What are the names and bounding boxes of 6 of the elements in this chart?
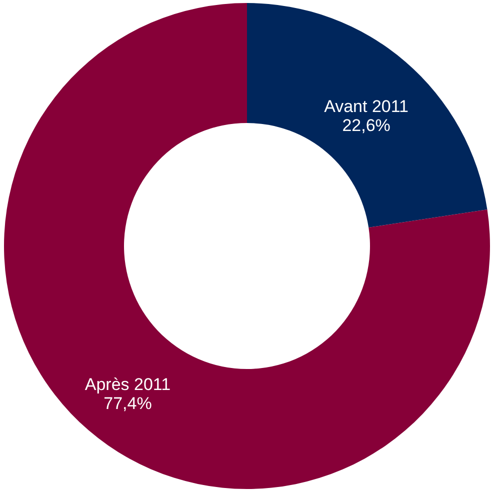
data-label: 77,4%	[104, 394, 152, 413]
data-label: 22,6%	[342, 116, 390, 136]
slice-label: Avant 2011	[324, 97, 409, 116]
slice-label: Après 2011	[84, 374, 171, 394]
donut-slice	[4, 3, 490, 489]
donut-slice	[247, 3, 488, 228]
